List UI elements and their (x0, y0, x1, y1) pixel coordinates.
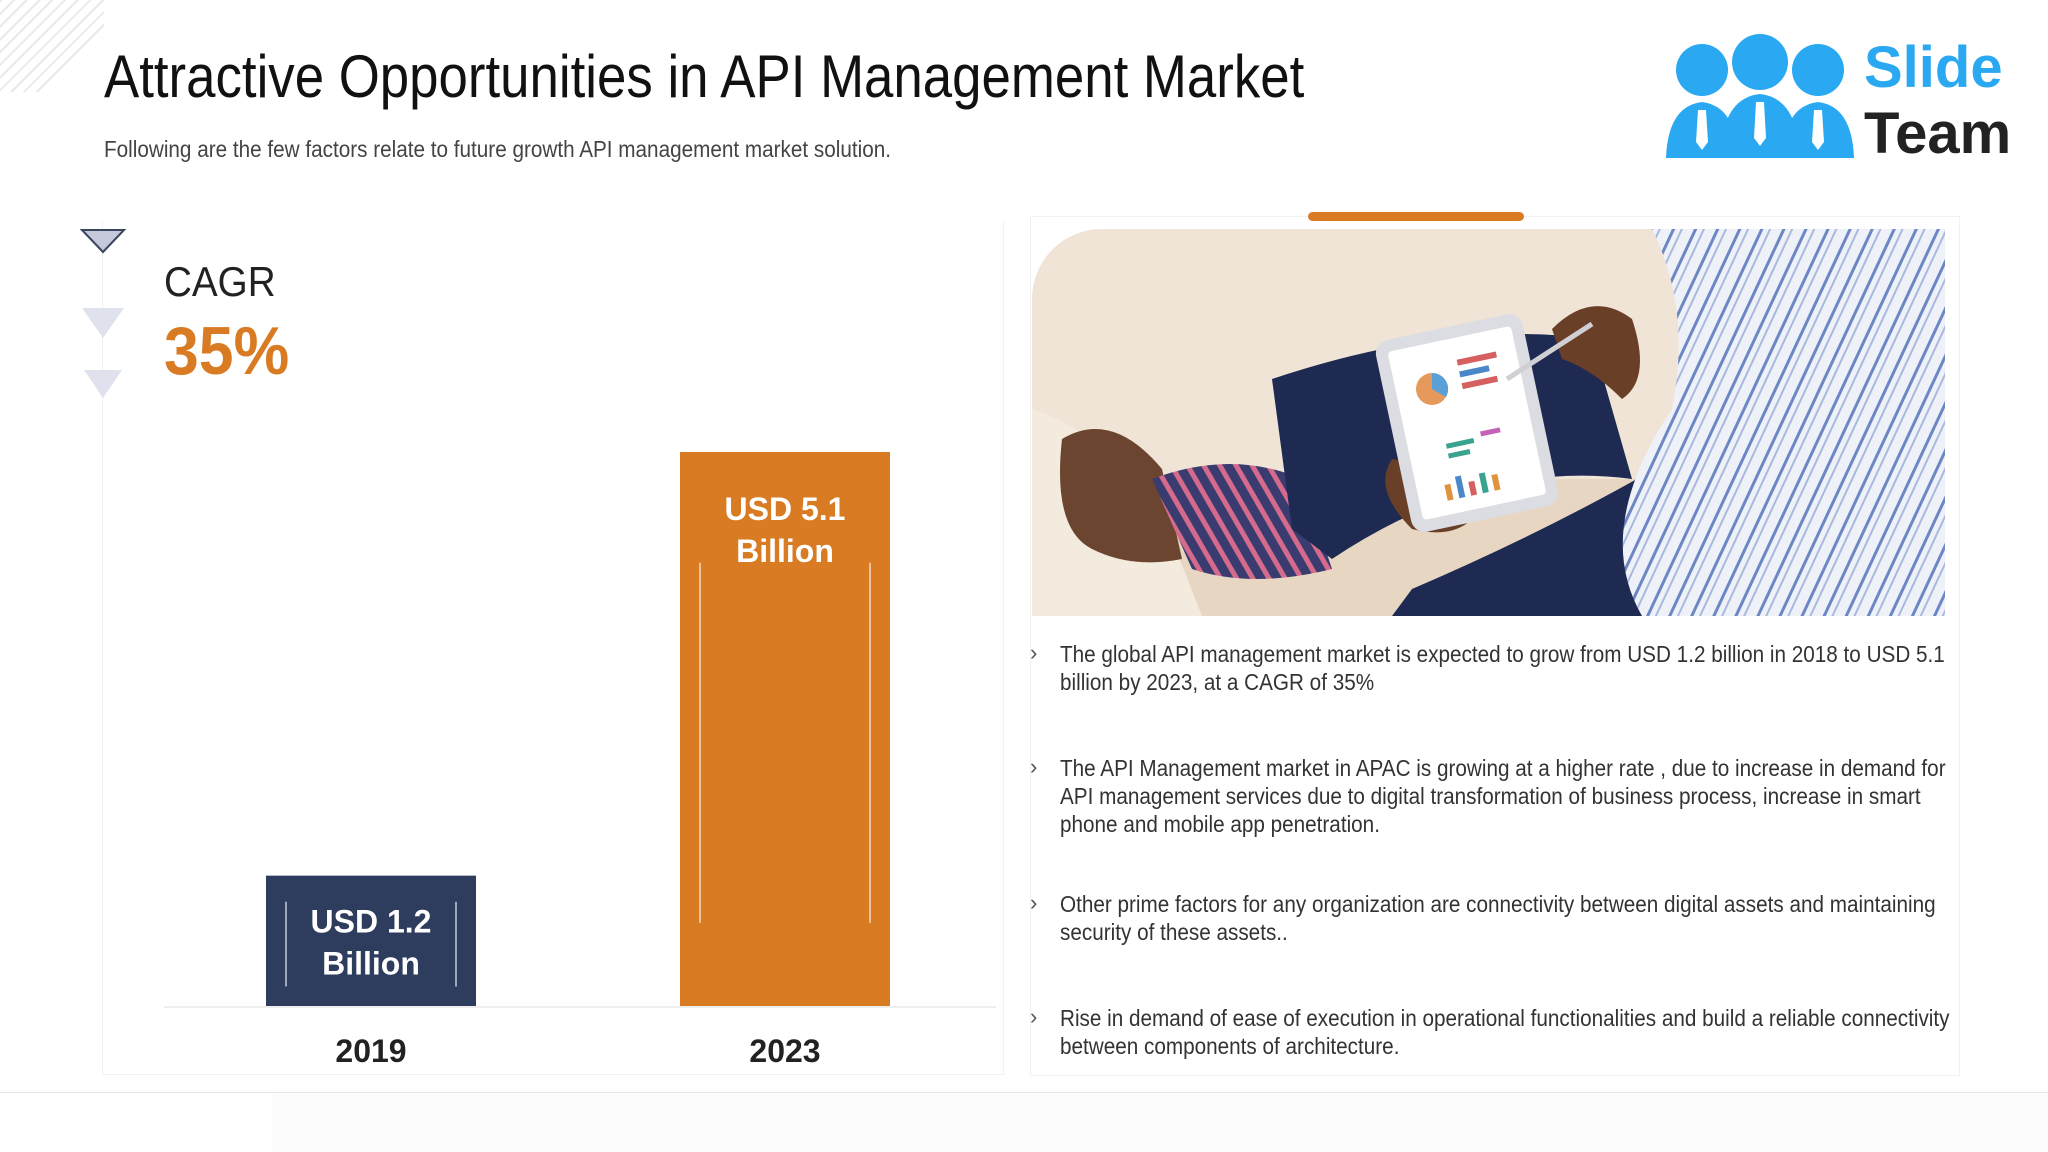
cagr-label: CAGR (164, 258, 276, 305)
bar-2023 (680, 452, 890, 1006)
tablet-analytics-photo (1032, 229, 1945, 616)
triangle-icon (82, 308, 124, 338)
bar-data-label: USD 5.1 (725, 491, 846, 527)
bar-data-label: Billion (322, 946, 420, 982)
triangle-outline-icon (80, 229, 127, 254)
logo-word-team: Team (1864, 101, 2012, 166)
bar-data-label: USD 1.2 (311, 904, 432, 940)
bullet-text: Other prime factors for any organization… (1060, 891, 1936, 945)
cagr-panel (102, 222, 1004, 1075)
bar-data-label: Billion (736, 533, 834, 569)
team-people-icon (1666, 34, 1854, 158)
footer-divider (0, 1092, 2048, 1093)
footer-band (272, 1093, 2048, 1152)
triangle-markers (80, 229, 127, 398)
triangle-icon (84, 370, 122, 398)
corner-hatch-decoration (0, 0, 104, 92)
category-label: 2023 (749, 1033, 820, 1069)
slide-subtitle: Following are the few factors relate to … (104, 136, 892, 162)
bullet-text: The global API management market is expe… (1060, 641, 1945, 695)
slideteam-logo: Slide Team (1660, 26, 2022, 166)
chevron-right-icon: › (1030, 1004, 1038, 1029)
slide-title: Attractive Opportunities in API Manageme… (104, 43, 1305, 110)
accent-bar (1308, 212, 1524, 221)
bullet-text: The API Management market in APAC is gro… (1060, 755, 1946, 837)
chevron-right-icon: › (1030, 640, 1038, 665)
market-size-bar-chart: USD 1.2 Billion 2019 USD 5.1 Billion 2023 (164, 452, 996, 1069)
category-label: 2019 (335, 1033, 406, 1069)
chevron-right-icon: › (1030, 890, 1038, 915)
bullet-text: Rise in demand of ease of execution in o… (1060, 1005, 1950, 1059)
cagr-value: 35% (164, 313, 290, 389)
chevron-right-icon: › (1030, 754, 1038, 779)
logo-word-slide: Slide (1864, 35, 2003, 100)
bar-2019 (266, 875, 476, 1006)
